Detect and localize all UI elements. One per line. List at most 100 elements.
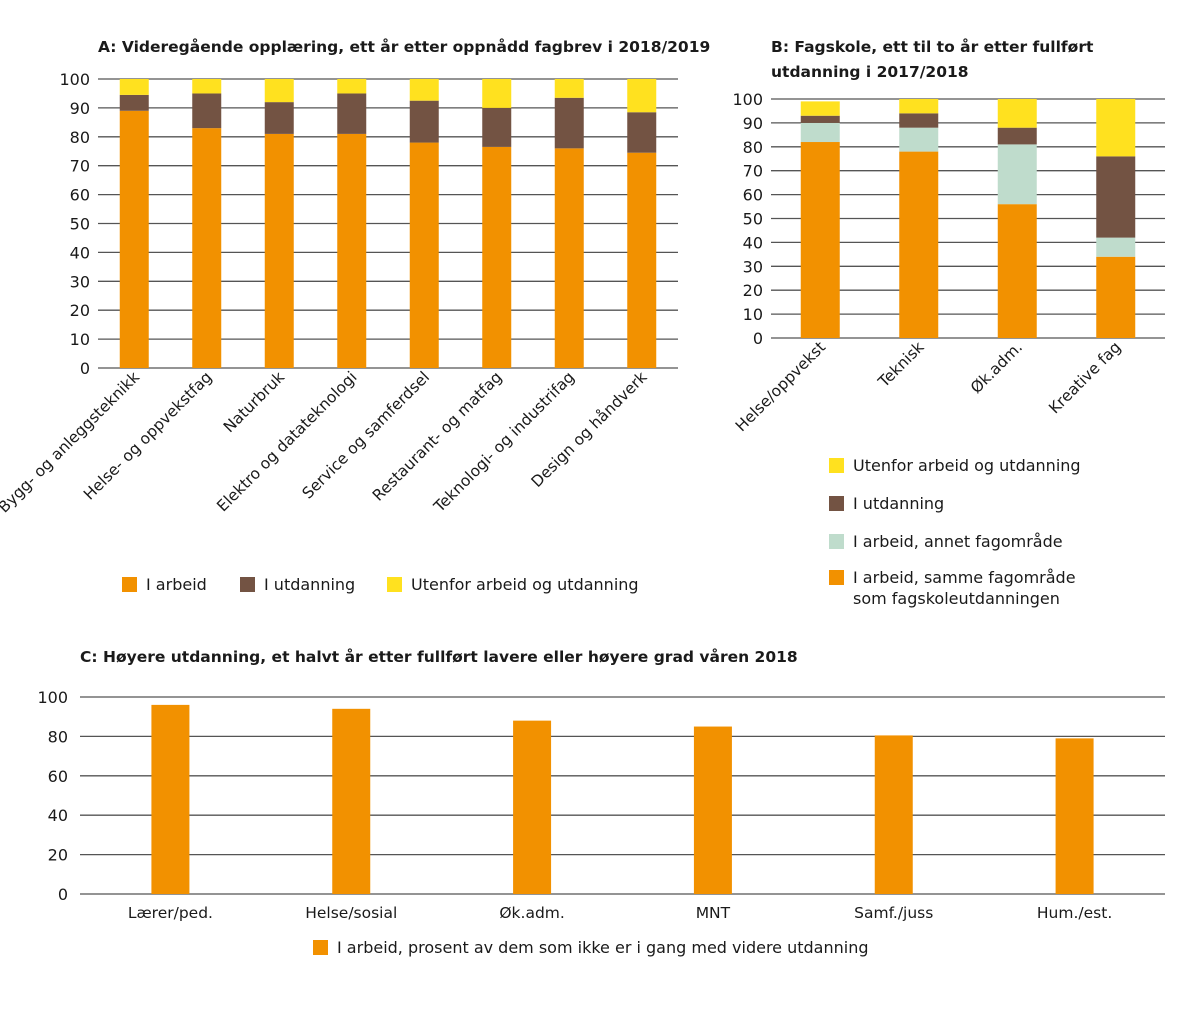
chart-a-title: A: Videregående opplæring, ett år etter … (98, 37, 710, 56)
chart-a-legend: I arbeid I utdanning Utenfor arbeid og utd… (122, 575, 639, 594)
bar-segment (119, 94, 149, 111)
chart-c-x-axis: Lærer/ped. Helse/sosial Øk.adm. MNT Samf./ju… (128, 904, 1112, 922)
legend-item: I arbeid, annet fagområde (829, 532, 1063, 551)
y-tick-label: 60 (743, 186, 763, 205)
y-tick-label: 90 (70, 99, 90, 118)
chart-b-y-axis: 0 10 20 30 40 50 60 70 80 90 100 (732, 90, 763, 348)
bar-segment (693, 726, 732, 894)
bar-stack (899, 99, 939, 338)
y-tick-label: 100 (59, 70, 90, 89)
bar-segment (192, 79, 222, 94)
y-tick-label: 20 (48, 846, 68, 865)
chart-c-legend: I arbeid, prosent av dem som ikke er i g… (313, 938, 869, 957)
y-tick-label: 0 (58, 885, 68, 904)
y-tick-label: 10 (743, 305, 763, 324)
bar-stack (554, 79, 584, 368)
bar-segment (800, 101, 840, 116)
legend-swatch (240, 577, 255, 592)
x-tick-label: Øk.adm. (967, 338, 1026, 397)
bar-segment (874, 735, 913, 894)
legend-label: som fagskoleutdanningen (853, 589, 1060, 608)
bar-segment (554, 97, 584, 149)
bar-segment (899, 127, 939, 152)
bar-segment (997, 204, 1037, 338)
chart-b-x-axis: Helse/oppvekst Teknisk Øk.adm. Kreative fag (732, 338, 1125, 435)
bar-stack (997, 99, 1037, 338)
bar-segment (482, 146, 512, 368)
bar-segment (627, 112, 657, 153)
bar-segment (1096, 156, 1136, 238)
chart-b-bars (800, 99, 1136, 338)
bar-segment (554, 79, 584, 98)
bar-segment (409, 142, 439, 368)
bar-stack (693, 726, 732, 894)
bar-segment (337, 133, 367, 368)
x-tick-label: Service og samferdsel (299, 368, 433, 502)
chart-c-title: C: Høyere utdanning, et halvt år etter f… (80, 647, 798, 666)
legend-swatch (313, 940, 328, 955)
bar-segment (513, 720, 552, 894)
bar-segment (899, 151, 939, 338)
legend-label: I arbeid, samme fagområde (853, 568, 1076, 587)
bar-segment (1096, 256, 1136, 338)
bar-segment (997, 144, 1037, 205)
legend-label: I utdanning (264, 575, 355, 594)
y-tick-label: 80 (48, 727, 68, 746)
x-tick-label: Helse/sosial (305, 904, 397, 922)
y-tick-label: 60 (70, 186, 90, 205)
bar-segment (800, 115, 840, 123)
x-tick-label: Elektro og datateknologi (213, 368, 360, 515)
bar-stack (627, 79, 657, 368)
bar-segment (264, 79, 294, 103)
chart-c-gridlines (80, 696, 1165, 895)
bar-stack (337, 79, 367, 368)
legend-swatch (829, 534, 844, 549)
bar-stack (332, 708, 371, 894)
bar-stack (409, 79, 439, 368)
chart-b: B: Fagskole, ett til to år etter fullfør… (732, 37, 1165, 608)
y-tick-label: 100 (37, 688, 68, 707)
y-tick-label: 50 (743, 210, 763, 229)
bar-stack (482, 79, 512, 368)
y-tick-label: 90 (743, 114, 763, 133)
y-tick-label: 0 (753, 329, 763, 348)
legend-swatch (829, 458, 844, 473)
legend-item: I arbeid, prosent av dem som ikke er i g… (313, 938, 869, 957)
legend-item: I arbeid (122, 575, 207, 594)
bar-segment (119, 110, 149, 368)
y-tick-label: 20 (743, 281, 763, 300)
bar-segment (627, 79, 657, 113)
bar-segment (192, 93, 222, 129)
chart-b-title-line-2: utdanning i 2017/2018 (771, 63, 969, 81)
bar-stack (1096, 99, 1136, 338)
bar-stack (151, 704, 190, 894)
legend-label: I arbeid (146, 575, 207, 594)
chart-a-y-axis: 0 10 20 30 40 50 60 70 80 90 100 (59, 70, 90, 378)
bar-stack (119, 79, 149, 368)
x-tick-label: Helse/oppvekst (732, 338, 829, 435)
x-tick-label: Hum./est. (1037, 904, 1112, 922)
bar-segment (997, 99, 1037, 128)
bar-stack (1055, 738, 1094, 894)
y-tick-label: 10 (70, 330, 90, 349)
y-tick-label: 50 (70, 215, 90, 234)
y-tick-label: 40 (70, 243, 90, 262)
bar-segment (899, 99, 939, 114)
x-tick-label: Restaurant- og matfag (369, 368, 506, 505)
legend-swatch (829, 570, 844, 585)
legend-swatch (387, 577, 402, 592)
legend-label: I arbeid, annet fagområde (853, 532, 1063, 551)
y-tick-label: 100 (732, 90, 763, 109)
bar-stack (264, 79, 294, 368)
bar-segment (482, 79, 512, 108)
x-tick-label: Bygg- og anleggsteknikk (0, 368, 143, 516)
bar-stack (874, 735, 913, 894)
chart-c-bars (151, 704, 1094, 894)
bar-segment (627, 152, 657, 368)
y-tick-label: 70 (70, 157, 90, 176)
chart-a: A: Videregående opplæring, ett år etter … (0, 37, 710, 594)
bar-segment (332, 708, 371, 894)
legend-label: I utdanning (853, 494, 944, 513)
chart-a-gridlines (98, 78, 678, 369)
